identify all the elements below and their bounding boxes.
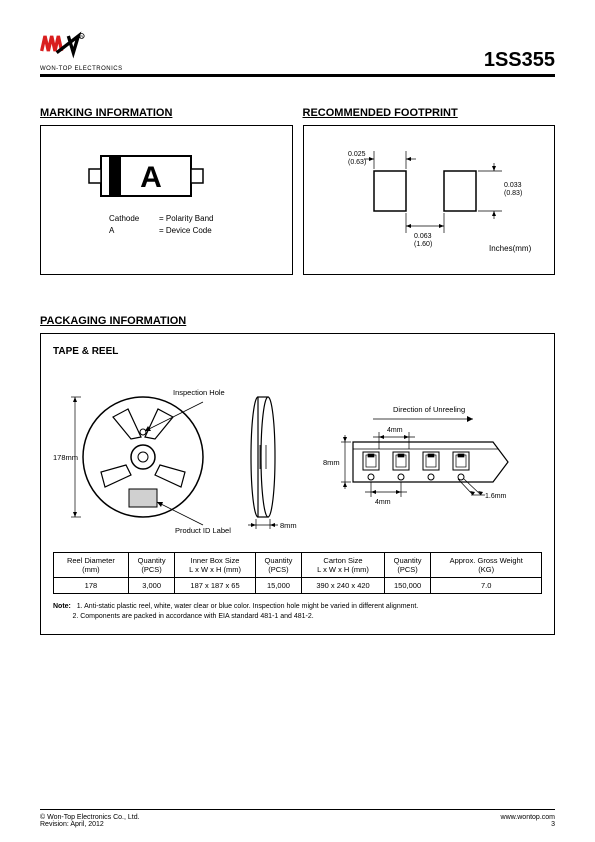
tape-reel-title: TAPE & REEL <box>53 346 542 357</box>
svg-text:= Device Code: = Device Code <box>159 226 212 235</box>
svg-text:Inspection Hole: Inspection Hole <box>173 388 225 397</box>
svg-text:0.063: 0.063 <box>414 233 432 240</box>
svg-text:A: A <box>109 226 115 235</box>
table-header: Reel Diameter(mm) <box>54 553 129 578</box>
table-header: Quantity(PCS) <box>255 553 302 578</box>
footer-revision: Revision: April, 2012 <box>40 821 140 828</box>
svg-text:Product ID Label: Product ID Label <box>175 526 231 535</box>
table-header: Quantity(PCS) <box>128 553 175 578</box>
svg-text:R: R <box>80 35 83 40</box>
footprint-box: 0.025 (0.63) 0.033 (0.83) <box>303 125 556 275</box>
marking-box: A Cathode = Polarity Band A = Device Cod… <box>40 125 293 275</box>
svg-text:1.6mm: 1.6mm <box>485 493 507 500</box>
svg-text:Direction of Unreeling: Direction of Unreeling <box>393 405 465 414</box>
svg-text:0.025: 0.025 <box>348 151 366 158</box>
footer-url: www.wontop.com <box>501 814 555 821</box>
svg-text:8mm: 8mm <box>280 521 297 530</box>
svg-text:178mm: 178mm <box>53 453 78 462</box>
svg-text:(0.63): (0.63) <box>348 159 366 166</box>
part-number: 1SS355 <box>484 49 555 72</box>
table-cell: 390 x 240 x 420 <box>302 578 385 594</box>
svg-text:= Polarity Band: = Polarity Band <box>159 214 213 223</box>
svg-text:Cathode: Cathode <box>109 214 140 223</box>
marking-diagram: A Cathode = Polarity Band A = Device Cod… <box>51 141 271 261</box>
footer: © Won-Top Electronics Co., Ltd. Revision… <box>40 814 555 828</box>
note-line: 2. Components are packed in accordance w… <box>72 613 313 620</box>
table-cell: 187 x 187 x 65 <box>175 578 255 594</box>
footer-copyright: © Won-Top Electronics Co., Ltd. <box>40 814 140 821</box>
packaging-title: PACKAGING INFORMATION <box>40 315 555 327</box>
svg-text:0.033: 0.033 <box>504 182 522 189</box>
table-header-row: Reel Diameter(mm) Quantity(PCS) Inner Bo… <box>54 553 542 578</box>
svg-text:(1.60): (1.60) <box>414 241 432 248</box>
svg-text:Inches(mm): Inches(mm) <box>489 244 532 253</box>
packaging-table: Reel Diameter(mm) Quantity(PCS) Inner Bo… <box>53 552 542 594</box>
table-row: 178 3,000 187 x 187 x 65 15,000 390 x 24… <box>54 578 542 594</box>
table-header: Inner Box SizeL x W x H (mm) <box>175 553 255 578</box>
table-cell: 3,000 <box>128 578 175 594</box>
logo-icon: R <box>40 30 90 62</box>
table-cell: 178 <box>54 578 129 594</box>
table-cell: 7.0 <box>431 578 542 594</box>
table-cell: 150,000 <box>384 578 431 594</box>
tape-reel-diagram: Inspection Hole Product ID Label 178mm 8… <box>53 367 533 537</box>
table-header: Quantity(PCS) <box>384 553 431 578</box>
header: R WON-TOP ELECTRONICS 1SS355 <box>40 30 555 77</box>
table-cell: 15,000 <box>255 578 302 594</box>
marking-title: MARKING INFORMATION <box>40 107 293 119</box>
packaging-box: TAPE & REEL Inspection Hole Product ID L… <box>40 333 555 635</box>
table-header: Approx. Gross Weight(KG) <box>431 553 542 578</box>
packaging-note: Note: 1. Anti-static plastic reel, white… <box>53 602 542 622</box>
logo: R WON-TOP ELECTRONICS <box>40 30 123 72</box>
table-header: Carton SizeL x W x H (mm) <box>302 553 385 578</box>
svg-text:4mm: 4mm <box>375 499 391 506</box>
footer-line <box>40 809 555 810</box>
svg-text:8mm: 8mm <box>323 458 340 467</box>
svg-text:(0.83): (0.83) <box>504 190 522 197</box>
footprint-diagram: 0.025 (0.63) 0.033 (0.83) <box>314 141 544 261</box>
svg-text:A: A <box>140 161 162 194</box>
svg-text:4mm: 4mm <box>387 427 403 434</box>
note-line: 1. Anti-static plastic reel, white, wate… <box>77 603 419 610</box>
note-label: Note: <box>53 603 71 610</box>
logo-text: WON-TOP ELECTRONICS <box>40 66 123 72</box>
footer-page: 3 <box>501 821 555 828</box>
footprint-title: RECOMMENDED FOOTPRINT <box>303 107 556 119</box>
